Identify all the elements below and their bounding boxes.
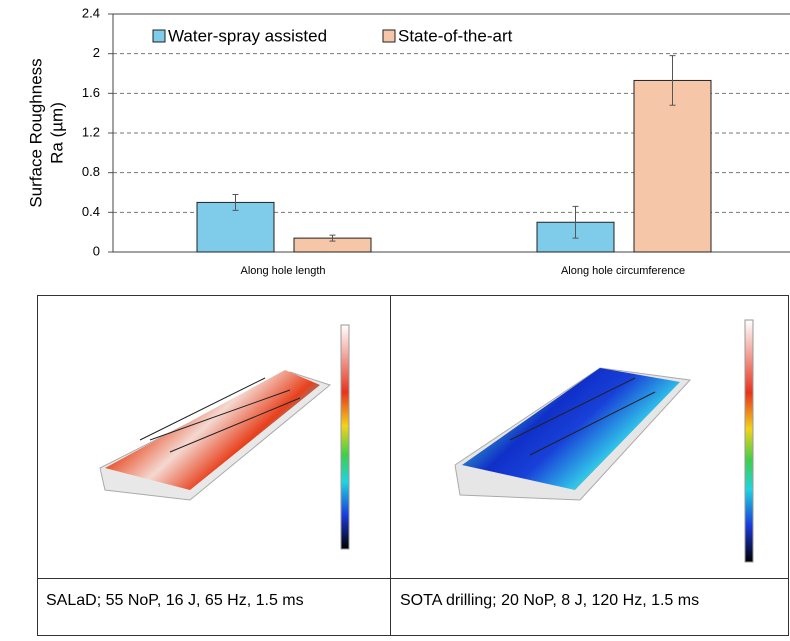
y-tick-label: 2 [93,45,100,60]
legend-swatch [153,30,165,42]
x-tick-label: Along hole circumference [561,265,685,277]
figure: 0 0.4 0.8 1.2 1.6 2 2.4 Surface RoughnessRa (µm… [0,0,790,636]
legend-swatch [383,30,395,42]
y-tick-label: 2.4 [82,5,100,20]
color-bar [341,325,349,549]
panel-caption: SOTA drilling; 20 NoP, 8 J, 120 Hz, 1.5 … [400,592,699,609]
y-axis-label: Ra (µm) [47,102,66,164]
y-axis-label: Surface Roughness [26,58,45,207]
y-tick-label: 1.6 [82,85,100,100]
bar [634,80,711,252]
color-bar [745,320,753,562]
panel-table: SALaD; 55 NoP, 16 J, 65 Hz, 1.5 ms SOTA … [37,295,789,636]
y-tick-label: 0 [93,243,100,258]
y-tick-label: 1.2 [82,124,100,139]
x-tick-label: Along hole length [240,265,325,277]
legend-label: State-of-the-art [398,26,513,45]
y-tick-label: 0.4 [82,204,100,219]
y-tick-label: 0.8 [82,164,100,179]
legend-label: Water-spray assisted [168,26,327,45]
panel-caption: SALaD; 55 NoP, 16 J, 65 Hz, 1.5 ms [46,592,304,609]
surface-image [462,368,680,490]
